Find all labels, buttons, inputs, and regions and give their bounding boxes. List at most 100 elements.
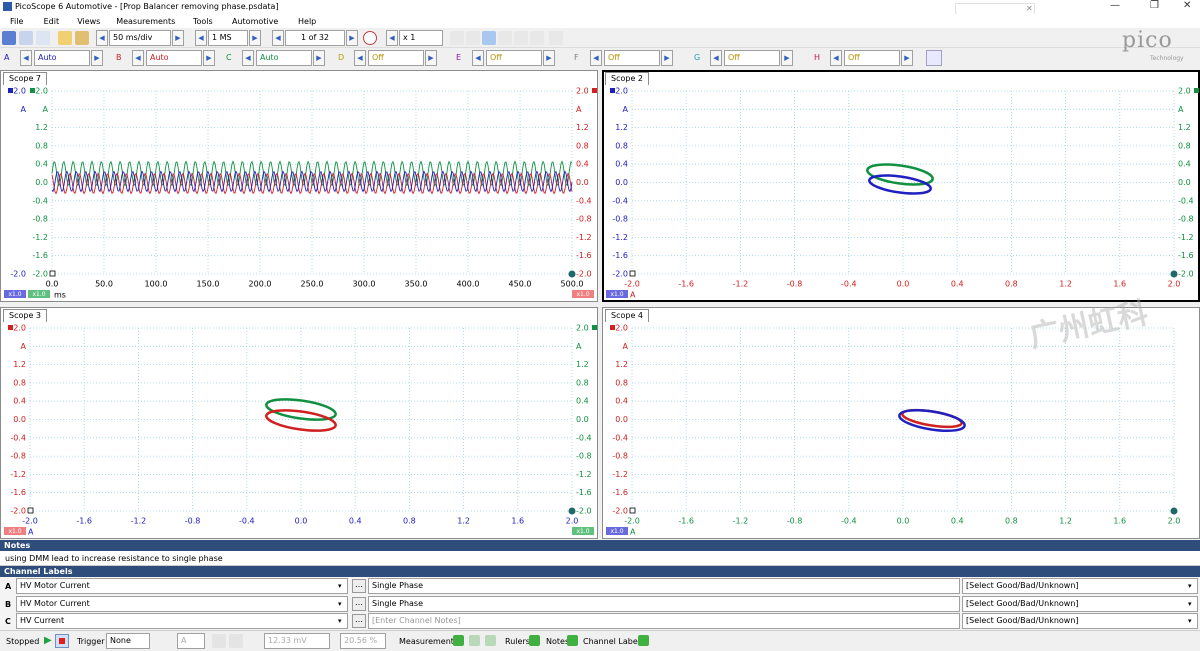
channel-coupling-down[interactable]: ◀ (20, 50, 32, 66)
menu-item[interactable]: Automotive (232, 17, 279, 26)
channel-notes[interactable]: [Enter Channel Notes] (368, 613, 960, 629)
zoom-select[interactable]: x 1 (399, 30, 443, 46)
channel-label-select[interactable]: HV Current (16, 613, 348, 629)
channel-range-up[interactable]: ▶ (661, 50, 673, 66)
scope-tab[interactable]: Scope 7 (3, 72, 48, 85)
channel-label-select[interactable]: HV Motor Current (16, 595, 348, 612)
pretrigger[interactable]: 20.56 % (340, 633, 386, 649)
capture-index[interactable]: 1 of 32 (285, 30, 345, 46)
channel-letter[interactable]: G (694, 53, 701, 62)
delete-measurement[interactable] (485, 635, 496, 646)
notes-text[interactable]: using DMM lead to increase resistance to… (0, 551, 1200, 566)
minimize[interactable]: — (1110, 0, 1120, 11)
channel-range-up[interactable]: ▶ (91, 50, 103, 66)
capture-prev[interactable]: ◀ (272, 30, 284, 46)
timebase-up[interactable]: ▶ (172, 30, 184, 46)
zoom-tool[interactable] (482, 31, 496, 45)
menu-item[interactable]: Tools (193, 17, 213, 26)
channel-coupling-down[interactable]: ◀ (472, 50, 484, 66)
menu-item[interactable]: Views (77, 17, 101, 26)
trigger-channel[interactable]: A (177, 633, 205, 649)
math-channels[interactable] (926, 50, 942, 66)
channel-range-up[interactable]: ▶ (425, 50, 437, 66)
spectrum-mode[interactable] (19, 31, 33, 45)
menu-item[interactable]: Edit (43, 17, 60, 26)
channel-label-select[interactable]: HV Motor Current (16, 578, 348, 594)
samples-down[interactable]: ◀ (195, 30, 207, 46)
hand-tool[interactable] (466, 31, 480, 45)
zoom-fit[interactable] (549, 31, 563, 45)
channel-coupling-down[interactable]: ◀ (590, 50, 602, 66)
channel-range-up[interactable]: ▶ (543, 50, 555, 66)
channel-range[interactable]: Auto (34, 50, 90, 66)
channel-notes[interactable]: Single Phase (368, 595, 960, 612)
scope-tab[interactable]: Scope 3 (3, 309, 48, 322)
start-button[interactable]: ▶ (44, 635, 52, 646)
undo-zoom[interactable] (530, 31, 544, 45)
compass-tool[interactable] (363, 31, 377, 45)
channel-coupling-down[interactable]: ◀ (132, 50, 144, 66)
channel-coupling-down[interactable]: ◀ (354, 50, 366, 66)
channel-coupling-down[interactable]: ◀ (830, 50, 842, 66)
trigger-advanced[interactable] (229, 634, 243, 648)
channel-range[interactable]: Off (724, 50, 780, 66)
channel-letter[interactable]: C (226, 53, 232, 62)
stop-button[interactable] (55, 634, 69, 648)
persistence-mode[interactable] (36, 31, 50, 45)
menu-item[interactable]: Help (298, 17, 317, 26)
trigger-edge[interactable] (212, 634, 226, 648)
channel-coupling-down[interactable]: ◀ (242, 50, 254, 66)
channel-letter[interactable]: D (338, 53, 345, 62)
home-tool[interactable] (75, 31, 89, 45)
more-button[interactable]: … (352, 596, 366, 611)
add-measurement[interactable] (453, 635, 464, 646)
channel-letter[interactable]: A (4, 53, 10, 62)
trigger-select[interactable]: None (106, 633, 150, 649)
channel-range[interactable]: Off (368, 50, 424, 66)
channel-status-select[interactable]: [Select Good/Bad/Unknown] (962, 613, 1198, 629)
channel-range-up[interactable]: ▶ (313, 50, 325, 66)
scope-mode[interactable] (2, 31, 16, 45)
menu-item[interactable]: Measurements (116, 17, 176, 26)
channel-status-select[interactable]: [Select Good/Bad/Unknown] (962, 595, 1198, 612)
channel-notes[interactable]: Single Phase (368, 578, 960, 594)
channel-status-select[interactable]: [Select Good/Bad/Unknown] (962, 578, 1198, 594)
scope-tab[interactable]: Scope 4 (605, 309, 650, 322)
scope-tab[interactable]: Scope 2 (605, 72, 650, 85)
probe-tool[interactable] (58, 31, 72, 45)
channel-letter[interactable]: F (574, 53, 579, 62)
channel-range[interactable]: Off (844, 50, 900, 66)
more-button[interactable]: … (352, 614, 366, 628)
notes-button[interactable] (567, 635, 578, 646)
timebase-down[interactable]: ◀ (96, 30, 108, 46)
channel-range[interactable]: Auto (146, 50, 202, 66)
samples-select[interactable]: 1 MS (208, 30, 248, 46)
channel-letter[interactable]: E (456, 53, 462, 62)
channel-range-up[interactable]: ▶ (203, 50, 215, 66)
zoom-out[interactable] (514, 31, 528, 45)
channel-range[interactable]: Off (604, 50, 660, 66)
rulers-button[interactable] (529, 635, 540, 646)
close[interactable]: ✕ (1183, 0, 1192, 11)
pointer-tool[interactable] (450, 31, 464, 45)
maximize[interactable]: ❐ (1150, 0, 1159, 11)
capture-next[interactable]: ▶ (346, 30, 358, 46)
samples-up[interactable]: ▶ (249, 30, 261, 46)
channel-range[interactable]: Off (486, 50, 542, 66)
more-button[interactable]: … (352, 579, 366, 593)
channel-range[interactable]: Auto (256, 50, 312, 66)
zoom-in[interactable] (498, 31, 512, 45)
channel-labels-button[interactable] (638, 635, 649, 646)
channel-range-up[interactable]: ▶ (901, 50, 913, 66)
channel-letter[interactable]: B (116, 53, 122, 62)
menu-item[interactable]: File (10, 17, 24, 26)
channel-coupling-down[interactable]: ◀ (710, 50, 722, 66)
x-tick-label: 2.0 (1168, 517, 1181, 526)
timebase-select[interactable]: 50 ms/div (109, 30, 171, 46)
zoom-down[interactable]: ◀ (386, 30, 398, 46)
channel-range-up[interactable]: ▶ (781, 50, 793, 66)
channel-letter[interactable]: H (814, 53, 821, 62)
trigger-level[interactable]: 12.33 mV (264, 633, 330, 649)
popup-close[interactable]: ✕ (1026, 4, 1033, 13)
edit-measurement[interactable] (469, 635, 480, 646)
